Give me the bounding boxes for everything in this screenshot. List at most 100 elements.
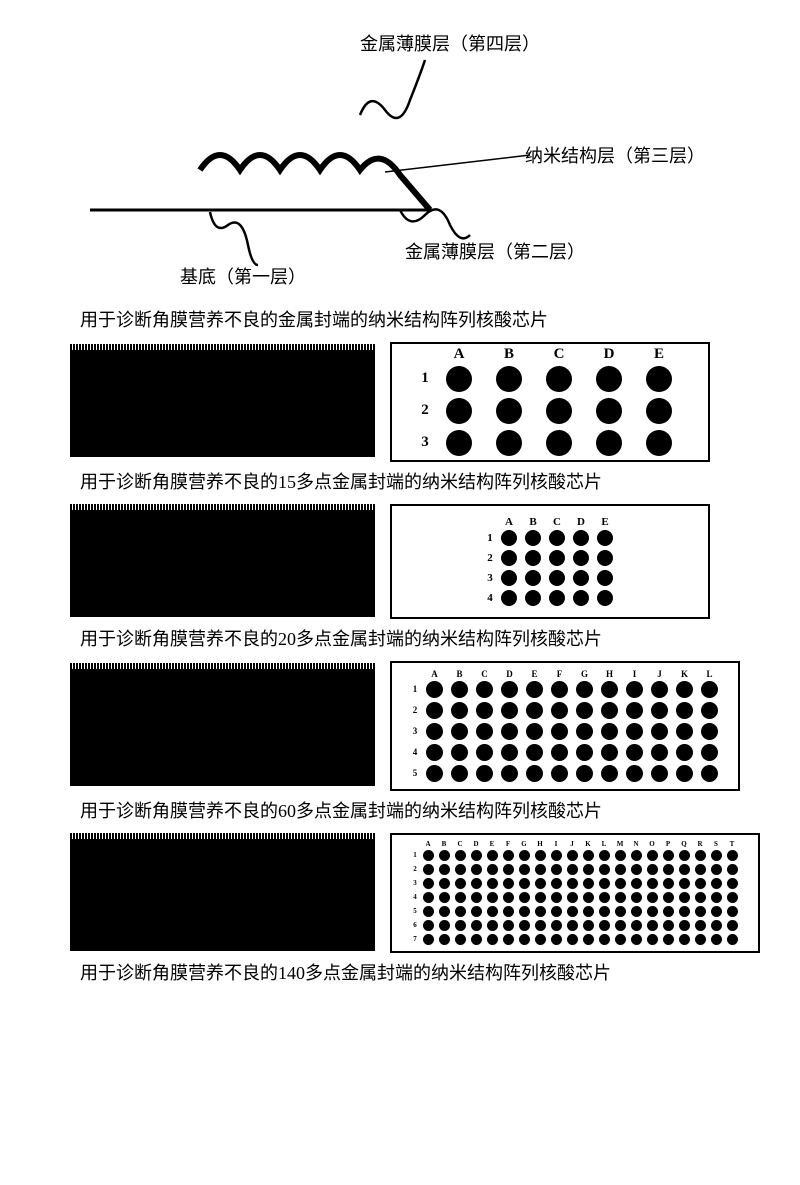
dot	[646, 398, 672, 424]
dot-cell	[628, 918, 644, 932]
dot-cell	[422, 763, 447, 784]
dot	[526, 744, 543, 761]
dot-cell	[660, 932, 676, 946]
dot	[679, 906, 690, 917]
col-label: I	[622, 669, 647, 679]
dot-cell	[521, 548, 545, 568]
dot	[551, 864, 562, 875]
dot	[451, 765, 468, 782]
dot	[597, 530, 613, 546]
dot-cell	[484, 904, 500, 918]
col-label: C	[472, 669, 497, 679]
col-labels: ABCDEFGHIJKL	[408, 669, 722, 679]
label-layer4: 金属薄膜层（第四层）	[360, 30, 540, 56]
dot	[727, 934, 738, 945]
dot-cell	[612, 904, 628, 918]
chip-row-15: ABCDE123	[30, 342, 770, 462]
dot-cell	[422, 679, 447, 700]
dot-cell	[422, 721, 447, 742]
dot-cell	[547, 721, 572, 742]
dot-row: 7	[410, 932, 740, 946]
dot-cell	[484, 862, 500, 876]
dot-cell	[697, 742, 722, 763]
dot-cell	[593, 568, 617, 588]
col-label: E	[593, 516, 617, 528]
dot-cell	[564, 904, 580, 918]
dot	[455, 892, 466, 903]
dot	[501, 590, 517, 606]
dot	[727, 864, 738, 875]
dot	[676, 681, 693, 698]
chip-row-60: ABCDEFGHIJKL12345	[30, 661, 770, 791]
dot-cell	[697, 721, 722, 742]
chip-black-20	[70, 507, 375, 617]
dot	[679, 892, 690, 903]
dot	[615, 920, 626, 931]
dot	[423, 906, 434, 917]
chip-dots-140: ABCDEFGHIJKLMNOPQRST1234567	[390, 833, 760, 953]
dot	[549, 590, 565, 606]
dot	[423, 850, 434, 861]
dot	[526, 681, 543, 698]
dot-row: 1	[410, 848, 740, 862]
dot	[426, 702, 443, 719]
dot	[663, 934, 674, 945]
dot	[711, 920, 722, 931]
dot-cell	[612, 890, 628, 904]
dot	[535, 906, 546, 917]
dot	[487, 906, 498, 917]
dot	[503, 934, 514, 945]
dot-cell	[593, 588, 617, 608]
dot-cell	[452, 932, 468, 946]
dot-cell	[534, 427, 584, 459]
dot-cell	[472, 742, 497, 763]
dot-cell	[484, 427, 534, 459]
dot-cell	[708, 848, 724, 862]
dot	[526, 723, 543, 740]
row-label: 1	[410, 851, 420, 859]
col-label: P	[660, 840, 676, 848]
dot	[679, 934, 690, 945]
dot	[651, 702, 668, 719]
dot-cell	[545, 548, 569, 568]
col-label: O	[644, 840, 660, 848]
dot-cell	[596, 904, 612, 918]
col-label: C	[545, 516, 569, 528]
dot	[551, 892, 562, 903]
dot	[601, 765, 618, 782]
dot-cell	[593, 528, 617, 548]
dot	[423, 892, 434, 903]
dot	[519, 892, 530, 903]
dot	[439, 906, 450, 917]
dot	[663, 878, 674, 889]
dot	[549, 530, 565, 546]
dot-cell	[672, 679, 697, 700]
dot	[471, 878, 482, 889]
dot	[651, 765, 668, 782]
dot	[487, 864, 498, 875]
dot-cell	[569, 528, 593, 548]
layer-structure-diagram: 金属薄膜层（第四层） 纳米结构层（第三层） 金属薄膜层（第二层） 基底（第一层）	[30, 20, 770, 300]
col-labels: ABCDEFGHIJKLMNOPQRST	[410, 840, 740, 848]
dot	[501, 702, 518, 719]
dot-cell	[596, 932, 612, 946]
dot	[576, 765, 593, 782]
dot	[501, 744, 518, 761]
dot-cell	[580, 848, 596, 862]
dot-cell	[500, 918, 516, 932]
dot-cell	[564, 848, 580, 862]
dot-row: 3	[483, 568, 617, 588]
dot	[423, 920, 434, 931]
dot	[503, 892, 514, 903]
dot-cell	[447, 700, 472, 721]
dot	[626, 765, 643, 782]
dot-cell	[484, 848, 500, 862]
row-label: 3	[408, 726, 422, 736]
dot-cell	[436, 932, 452, 946]
dot	[496, 366, 522, 392]
dot-cell	[545, 588, 569, 608]
dot	[451, 702, 468, 719]
dot-cell	[622, 721, 647, 742]
dot	[631, 864, 642, 875]
dot-cell	[547, 679, 572, 700]
